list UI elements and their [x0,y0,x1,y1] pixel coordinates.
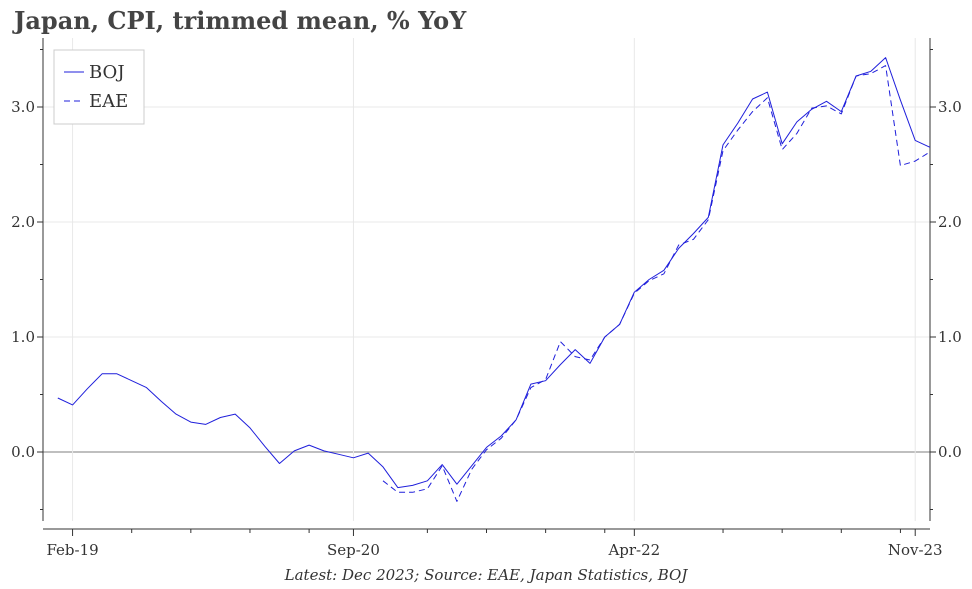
y-tick-label-right: 0.0 [938,443,962,461]
axes: 0.0 0.0 1.0 1.0 2.0 2.0 3.0 3.0 Feb-19 Sep-20 Apr-… [11,38,962,559]
y-tick-label-left: 0.0 [11,443,35,461]
x-tick-label: Nov-23 [888,541,943,559]
series-lines [57,57,931,502]
legend-label-eae: EAE [89,91,128,112]
y-tick-label-left: 3.0 [11,98,35,116]
legend-label-boj: BOJ [89,62,125,83]
y-tick-label-left: 1.0 [11,328,35,346]
legend-box [53,49,145,125]
x-tick-label: Feb-19 [46,541,98,559]
legend: BOJ EAE [53,49,145,125]
source-note: Latest: Dec 2023; Source: EAE, Japan Sta… [284,566,688,584]
series-line-eae [382,65,931,502]
y-tick-label-right: 1.0 [938,328,962,346]
chart-title: Japan, CPI, trimmed mean, % YoY [14,6,467,35]
grid-lines [43,38,930,521]
y-tick-label-right: 2.0 [938,213,962,231]
y-tick-label-right: 3.0 [938,98,962,116]
x-tick-label: Sep-20 [327,541,380,559]
series-line-boj [57,57,931,489]
x-tick-label: Apr-22 [607,541,660,559]
y-tick-label-left: 2.0 [11,213,35,231]
